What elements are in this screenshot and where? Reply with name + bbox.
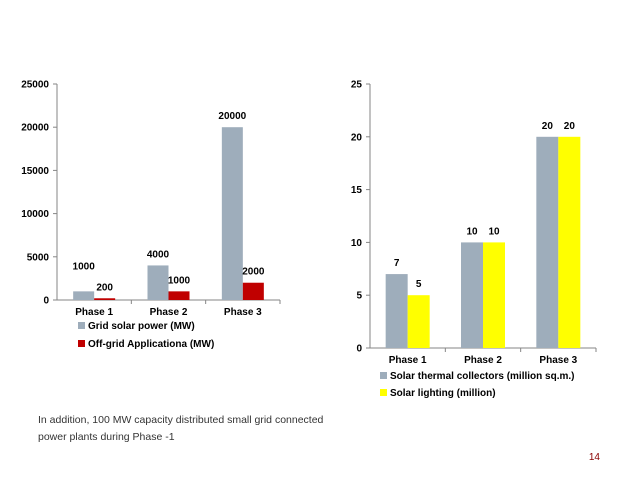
chart2-y-tick-label: 5 <box>356 291 362 302</box>
chart2-data-label: 7 <box>394 258 400 269</box>
chart1-bar-2 <box>242 282 264 300</box>
chart2-data-label: 20 <box>542 121 554 132</box>
chart1-data-label: 1000 <box>168 275 191 286</box>
chart2-category-label: Phase 3 <box>539 355 577 366</box>
chart1-bar-1 <box>221 127 243 300</box>
chart1-legend-label: Off-grid Applicationa (MW) <box>88 339 214 350</box>
chart2-data-label: 5 <box>416 279 422 290</box>
chart2-legend-label: Solar lighting (million) <box>390 388 496 399</box>
chart1-data-label: 2000 <box>242 267 265 278</box>
chart1-category-label: Phase 1 <box>75 307 113 318</box>
chart1-data-label: 200 <box>96 282 113 293</box>
chart1-data-label: 4000 <box>147 249 170 260</box>
chart1-bar-1 <box>147 265 169 300</box>
chart1-bar-2 <box>94 298 116 300</box>
chart2-bar-2 <box>483 242 505 348</box>
chart2-bar-1 <box>461 242 483 348</box>
chart1-legend-label: Grid solar power (MW) <box>88 321 195 332</box>
chart2-data-label: 10 <box>466 226 478 237</box>
chart2-bar-2 <box>407 295 430 348</box>
chart1-legend-swatch <box>78 322 85 329</box>
chart2-y-tick-label: 20 <box>351 132 363 143</box>
chart2-category-label: Phase 2 <box>464 355 502 366</box>
footnote-text: In addition, 100 MW capacity distributed… <box>38 414 324 443</box>
chart1-legend-swatch <box>78 340 85 347</box>
chart2-bar-2 <box>558 136 581 348</box>
chart2-bar-1 <box>536 136 559 348</box>
chart1-data-label: 1000 <box>73 261 96 272</box>
chart1-category-label: Phase 2 <box>150 307 188 318</box>
chart2-y-tick-label: 25 <box>351 80 363 91</box>
chart1-category-label: Phase 3 <box>224 307 262 318</box>
chart1-y-tick-label: 20000 <box>21 123 49 134</box>
chart2-data-label: 10 <box>488 226 500 237</box>
chart2-category-label: Phase 1 <box>389 355 427 366</box>
chart2-y-tick-label: 0 <box>356 344 362 355</box>
chart2-legend-swatch <box>380 389 387 396</box>
chart1-y-tick-label: 10000 <box>21 209 49 220</box>
page-number: 14 <box>588 452 600 463</box>
chart2-bar-1 <box>385 274 408 348</box>
chart2-data-label: 20 <box>564 121 576 132</box>
chart1-y-tick-label: 25000 <box>21 80 49 91</box>
chart1-bar-1 <box>73 291 95 300</box>
chart2-legend-label: Solar thermal collectors (million sq.m.) <box>390 371 575 382</box>
chart1-y-tick-label: 0 <box>43 296 49 307</box>
chart1-y-tick-label: 15000 <box>21 166 49 177</box>
chart1-data-label: 20000 <box>218 111 246 122</box>
chart2-y-tick-label: 15 <box>351 185 363 196</box>
chart2-legend-swatch <box>380 372 387 379</box>
chart1-bar-2 <box>168 291 190 300</box>
chart1-y-tick-label: 5000 <box>27 252 50 263</box>
chart2-y-tick-label: 10 <box>351 238 363 249</box>
